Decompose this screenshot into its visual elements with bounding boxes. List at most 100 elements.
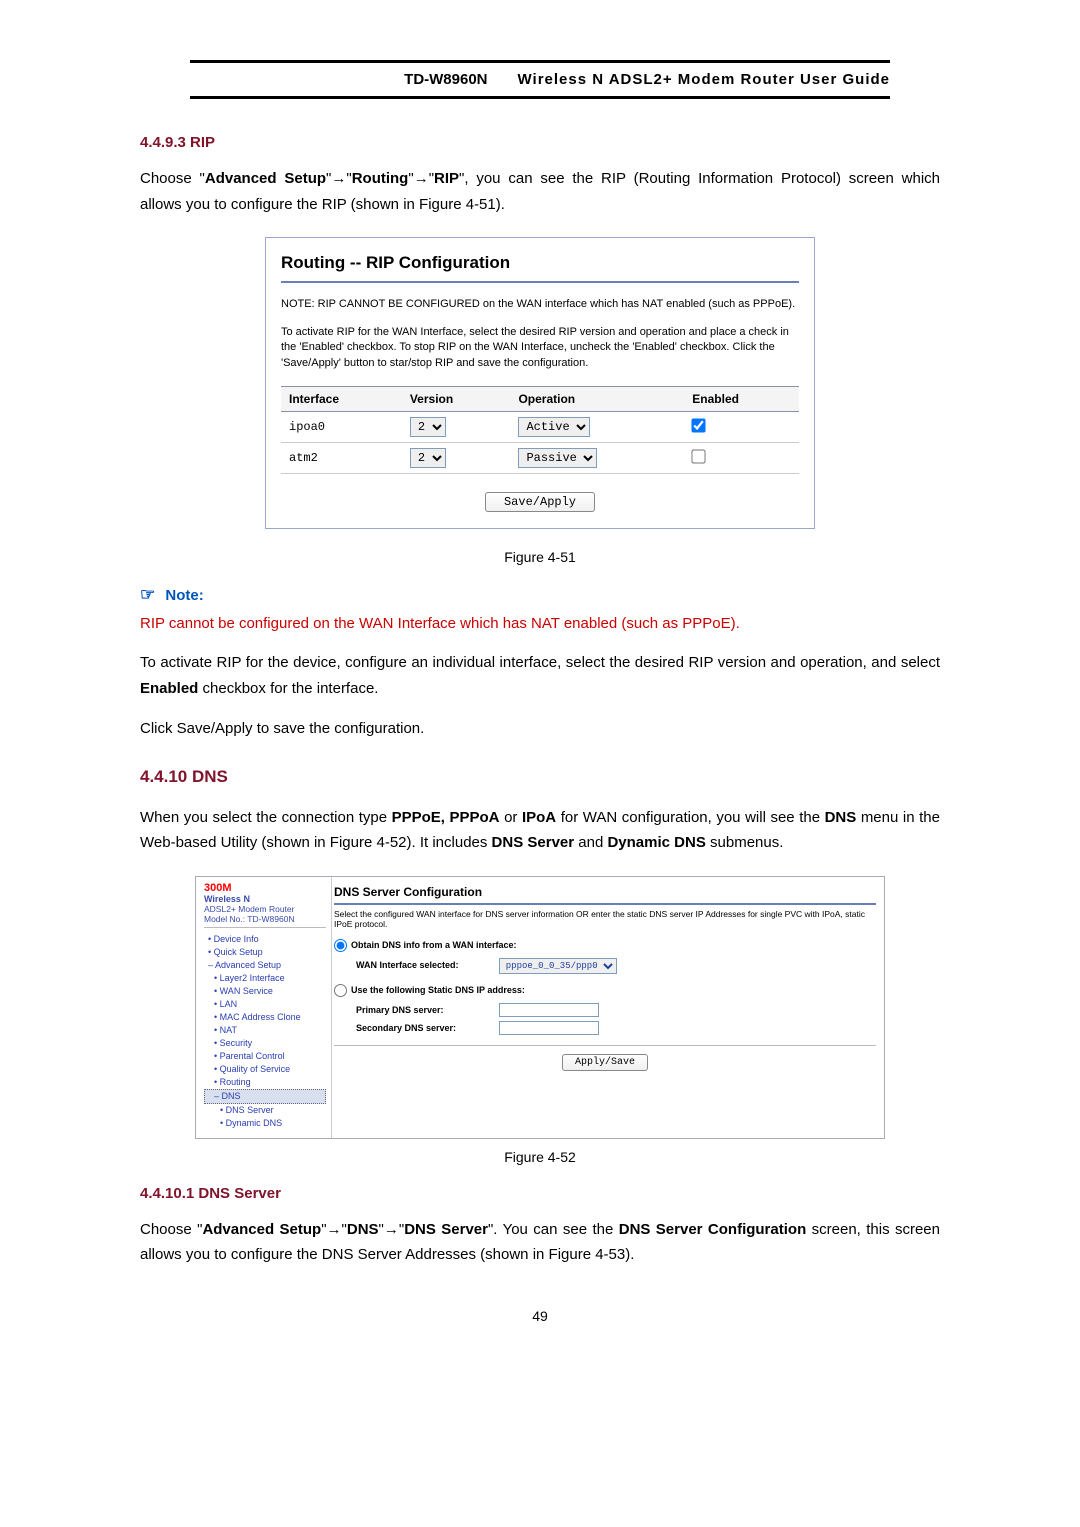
text-fragment: for WAN configuration, you will see the [556,809,824,826]
sidebar-item[interactable]: – Advanced Setup [204,959,326,972]
text-fragment: Choose " [140,1221,202,1238]
apply-save-button[interactable]: Apply/Save [562,1054,648,1071]
text-fragment: When you select the connection type [140,809,392,826]
wan-interface-label: WAN Interface selected: [356,960,496,970]
radio-label: Obtain DNS info from a WAN interface: [351,940,517,950]
sidebar-item[interactable]: • NAT [204,1024,326,1037]
sidebar-brand: 300M [204,882,326,894]
wan-interface-row: WAN Interface selected: pppoe_0_0_35/ppp… [334,958,876,974]
sidebar-item[interactable]: • Security [204,1037,326,1050]
wan-interface-select[interactable]: pppoe_0_0_35/ppp0 [499,958,617,974]
primary-dns-row: Primary DNS server: [334,1003,876,1017]
sidebar-item[interactable]: • MAC Address Clone [204,1011,326,1024]
text-fragment: and [574,834,607,851]
header-title: Wireless N ADSL2+ Modem Router User Guid… [518,71,890,88]
save-apply-wrap: Save/Apply [281,492,799,518]
sidebar-item[interactable]: • DNS Server [204,1104,326,1117]
rip-config-title: Routing -- RIP Configuration [281,253,799,273]
sidebar-item[interactable]: • Quality of Service [204,1063,326,1076]
cell-version: 2 [402,412,511,443]
doc-header: TD-W8960N Wireless N ADSL2+ Modem Router… [190,60,890,99]
sidebar-item[interactable]: • Layer2 Interface [204,972,326,985]
save-apply-button[interactable]: Save/Apply [485,492,595,512]
bold-text: Advanced Setup [205,170,326,187]
sidebar-item[interactable]: • Dynamic DNS [204,1117,326,1130]
dns-description: Select the configured WAN interface for … [334,909,876,929]
figure-4-52: 300M Wireless N ADSL2+ Modem Router Mode… [195,876,885,1139]
note-text: RIP cannot be configured on the WAN Inte… [140,615,940,632]
secondary-dns-row: Secondary DNS server: [334,1021,876,1035]
sidebar-item[interactable]: • Quick Setup [204,946,326,959]
sidebar-model: Model No.: TD-W8960N [204,914,326,928]
col-operation: Operation [510,387,684,412]
col-interface: Interface [281,387,402,412]
sidebar-item[interactable]: • LAN [204,998,326,1011]
dns-main-panel: DNS Server Configuration Select the conf… [331,877,884,1138]
apply-save-wrap: Apply/Save [334,1045,876,1071]
primary-dns-label: Primary DNS server: [356,1005,496,1015]
bold-text: RIP [434,170,459,187]
text-fragment: checkbox for the interface. [198,680,378,697]
col-version: Version [402,387,511,412]
sidebar-item[interactable]: • Parental Control [204,1050,326,1063]
bold-text: DNS Server Configuration [619,1221,807,1238]
secondary-dns-label: Secondary DNS server: [356,1023,496,1033]
rip-config-note: NOTE: RIP CANNOT BE CONFIGURED on the WA… [281,298,799,310]
save-apply-para: Click Save/Apply to save the configurati… [140,716,940,742]
cell-interface: atm2 [281,443,402,474]
section-44101-para: Choose "Advanced Setup"→"DNS"→"DNS Serve… [140,1217,940,1268]
enabled-checkbox[interactable] [692,449,706,463]
cell-operation: Active [510,412,684,443]
rip-config-description: To activate RIP for the WAN Interface, s… [281,325,799,371]
figure-4-51: Routing -- RIP Configuration NOTE: RIP C… [265,237,815,529]
bold-text: DNS Server [492,834,575,851]
cell-operation: Passive [510,443,684,474]
primary-dns-input[interactable] [499,1003,599,1017]
bold-text: DNS Server [404,1221,488,1238]
text-fragment: or [500,809,522,826]
enabled-checkbox[interactable] [692,418,706,432]
section-4493-heading: 4.4.9.3 RIP [140,134,940,151]
header-model: TD-W8960N [404,71,487,88]
sidebar-item[interactable]: – DNS [204,1089,326,1104]
section-44101-heading: 4.4.10.1 DNS Server [140,1185,940,1202]
radio-obtain-dns[interactable] [334,939,347,952]
arrow-icon: → [384,1221,399,1238]
version-select[interactable]: 2 [410,417,446,437]
bold-text: Routing [352,170,409,187]
cell-interface: ipoa0 [281,412,402,443]
section-4493-para: Choose "Advanced Setup"→"Routing"→"RIP",… [140,166,940,217]
radio-label: Use the following Static DNS IP address: [351,985,525,995]
table-row: ipoa0 2 Active [281,412,799,443]
arrow-icon: → [414,170,429,187]
rip-activate-para: To activate RIP for the device, configur… [140,650,940,701]
sidebar-item[interactable]: • Device Info [204,933,326,946]
cell-version: 2 [402,443,511,474]
radio-static-dns[interactable] [334,984,347,997]
version-select[interactable]: 2 [410,448,446,468]
pointing-hand-icon: ☞ [140,585,155,604]
sidebar-item[interactable]: • Routing [204,1076,326,1089]
col-enabled: Enabled [684,387,799,412]
operation-select[interactable]: Active [518,417,590,437]
figure-4-52-caption: Figure 4-52 [140,1149,940,1165]
dns-radio-obtain: Obtain DNS info from a WAN interface: [334,939,876,952]
operation-select[interactable]: Passive [518,448,597,468]
cell-enabled [684,443,799,474]
sidebar-brand2: Wireless N [204,894,326,904]
rip-interface-table: Interface Version Operation Enabled ipoa… [281,386,799,474]
router-sidebar: 300M Wireless N ADSL2+ Modem Router Mode… [196,877,331,1138]
dns-config-title: DNS Server Configuration [334,885,876,899]
page-content: 4.4.9.3 RIP Choose "Advanced Setup"→"Rou… [140,134,940,1324]
bold-text: IPoA [522,809,556,826]
secondary-dns-input[interactable] [499,1021,599,1035]
bold-text: Advanced Setup [202,1221,321,1238]
note-heading: ☞ Note: [140,585,940,605]
dns-main-inner: Select the configured WAN interface for … [334,903,876,1071]
text-fragment: Choose " [140,170,205,187]
section-4410-heading: 4.4.10 DNS [140,767,940,787]
text-fragment: ". You can see the [488,1221,619,1238]
sidebar-item[interactable]: • WAN Service [204,985,326,998]
figure-4-51-caption: Figure 4-51 [140,549,940,565]
bold-text: Dynamic DNS [607,834,705,851]
